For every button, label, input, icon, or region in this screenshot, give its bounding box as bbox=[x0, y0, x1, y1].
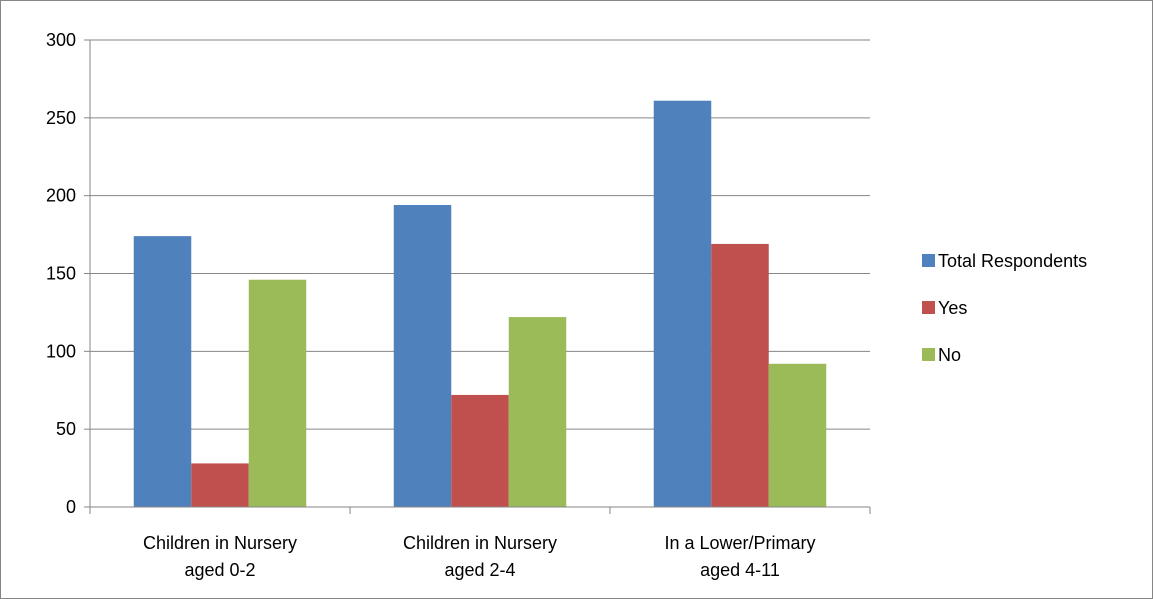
y-tick-label: 300 bbox=[46, 30, 76, 50]
bar-yes-0 bbox=[191, 463, 249, 507]
bars bbox=[133, 100, 827, 508]
x-tick-label: Children in Nursery aged 2-4 bbox=[403, 533, 557, 580]
legend-swatch bbox=[922, 348, 935, 361]
bar-total-respondents-2 bbox=[653, 100, 712, 508]
legend: Total Respondents Yes No bbox=[922, 251, 1087, 365]
bar-yes-2 bbox=[711, 243, 769, 507]
legend-label: Yes bbox=[938, 298, 967, 318]
x-tick-label-line: aged 0-2 bbox=[184, 560, 255, 580]
x-tick-label: In a Lower/Primary aged 4-11 bbox=[664, 533, 815, 580]
bar-total-respondents-1 bbox=[393, 205, 452, 508]
y-tick-label: 250 bbox=[46, 108, 76, 128]
bar-no-0 bbox=[248, 279, 307, 507]
legend-swatch bbox=[922, 301, 935, 314]
y-tick-label: 100 bbox=[46, 341, 76, 361]
legend-label: Total Respondents bbox=[938, 251, 1087, 271]
bar-total-respondents-0 bbox=[133, 236, 192, 507]
legend-swatch bbox=[922, 254, 935, 267]
axes bbox=[84, 39, 871, 514]
y-tick-label: 50 bbox=[56, 419, 76, 439]
bar-yes-1 bbox=[451, 394, 509, 507]
y-tick-label: 200 bbox=[46, 186, 76, 206]
x-tick-label-line: In a Lower/Primary bbox=[664, 533, 815, 553]
y-tick-label: 150 bbox=[46, 264, 76, 284]
x-tick-label-line: aged 2-4 bbox=[444, 560, 515, 580]
bar-no-2 bbox=[768, 363, 827, 507]
bar-no-1 bbox=[508, 317, 567, 507]
x-tick-label: Children in Nursery aged 0-2 bbox=[143, 533, 297, 580]
x-tick-label-line: Children in Nursery bbox=[143, 533, 297, 553]
x-tick-label-line: Children in Nursery bbox=[403, 533, 557, 553]
legend-label: No bbox=[938, 345, 961, 365]
y-tick-label: 0 bbox=[66, 497, 76, 517]
y-tick-labels: 0 50 100 150 200 250 300 bbox=[46, 30, 76, 517]
x-tick-label-line: aged 4-11 bbox=[700, 560, 780, 580]
